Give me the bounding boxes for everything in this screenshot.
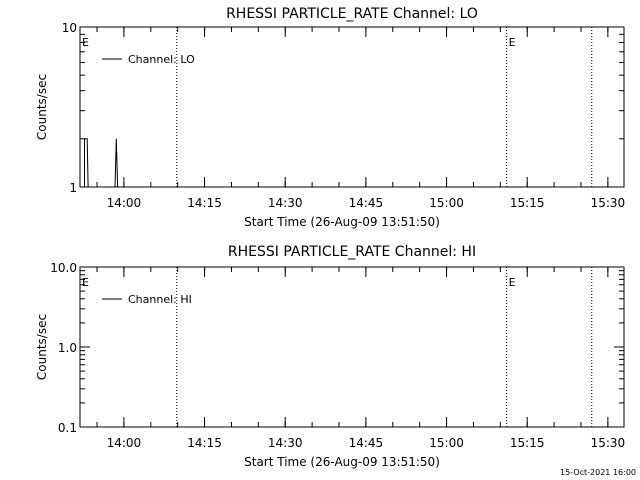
- y-tick-label: 0.1: [58, 421, 77, 435]
- y-axis-label: Counts/sec: [35, 74, 49, 140]
- x-tick-label: 15:15: [510, 196, 545, 210]
- x-axis-label: Start Time (26-Aug-09 13:51:50): [244, 215, 440, 229]
- event-label: E: [82, 276, 89, 289]
- x-tick-label: 14:00: [107, 436, 142, 450]
- x-tick-label: 14:30: [268, 196, 303, 210]
- x-tick-label: 15:00: [429, 436, 464, 450]
- y-tick-label: 10: [62, 21, 77, 35]
- y-tick-label: 1.0: [58, 341, 77, 355]
- event-label: E: [82, 36, 89, 49]
- x-tick-label: 14:30: [268, 436, 303, 450]
- x-tick-label: 14:45: [349, 436, 384, 450]
- footer-timestamp: 15-Oct-2021 16:00: [560, 468, 636, 477]
- y-tick-label: 1: [69, 181, 77, 195]
- hi-channel-panel: RHESSI PARTICLE_RATE Channel: HI 0.1 1.0 10…: [35, 244, 625, 469]
- x-tick-label: 14:00: [107, 196, 142, 210]
- chart-title: RHESSI PARTICLE_RATE Channel: HI: [228, 244, 476, 260]
- x-tick-label: 15:30: [591, 436, 626, 450]
- x-tick-label: 14:45: [349, 196, 384, 210]
- x-tick-label: 14:15: [187, 196, 222, 210]
- chart-title: RHESSI PARTICLE_RATE Channel: LO: [226, 6, 478, 22]
- legend-label: Channel: LO: [128, 53, 195, 66]
- y-axis-label: Counts/sec: [35, 314, 49, 380]
- x-tick-label: 14:15: [187, 436, 222, 450]
- x-axis-label: Start Time (26-Aug-09 13:51:50): [244, 455, 440, 469]
- x-tick-label: 15:00: [429, 196, 464, 210]
- x-tick-label: 15:15: [510, 436, 545, 450]
- event-label: E: [509, 36, 516, 49]
- plot-frame: [79, 26, 625, 188]
- lo-channel-panel: RHESSI PARTICLE_RATE Channel: LO 1 10 Count…: [35, 6, 625, 229]
- event-label: E: [509, 276, 516, 289]
- y-tick-label: 10.0: [50, 261, 77, 275]
- x-tick-label: 15:30: [591, 196, 626, 210]
- plot-frame: [79, 266, 625, 428]
- series-line: [84, 138, 89, 188]
- legend-label: Channel: HI: [128, 293, 192, 306]
- series-line: [114, 138, 119, 188]
